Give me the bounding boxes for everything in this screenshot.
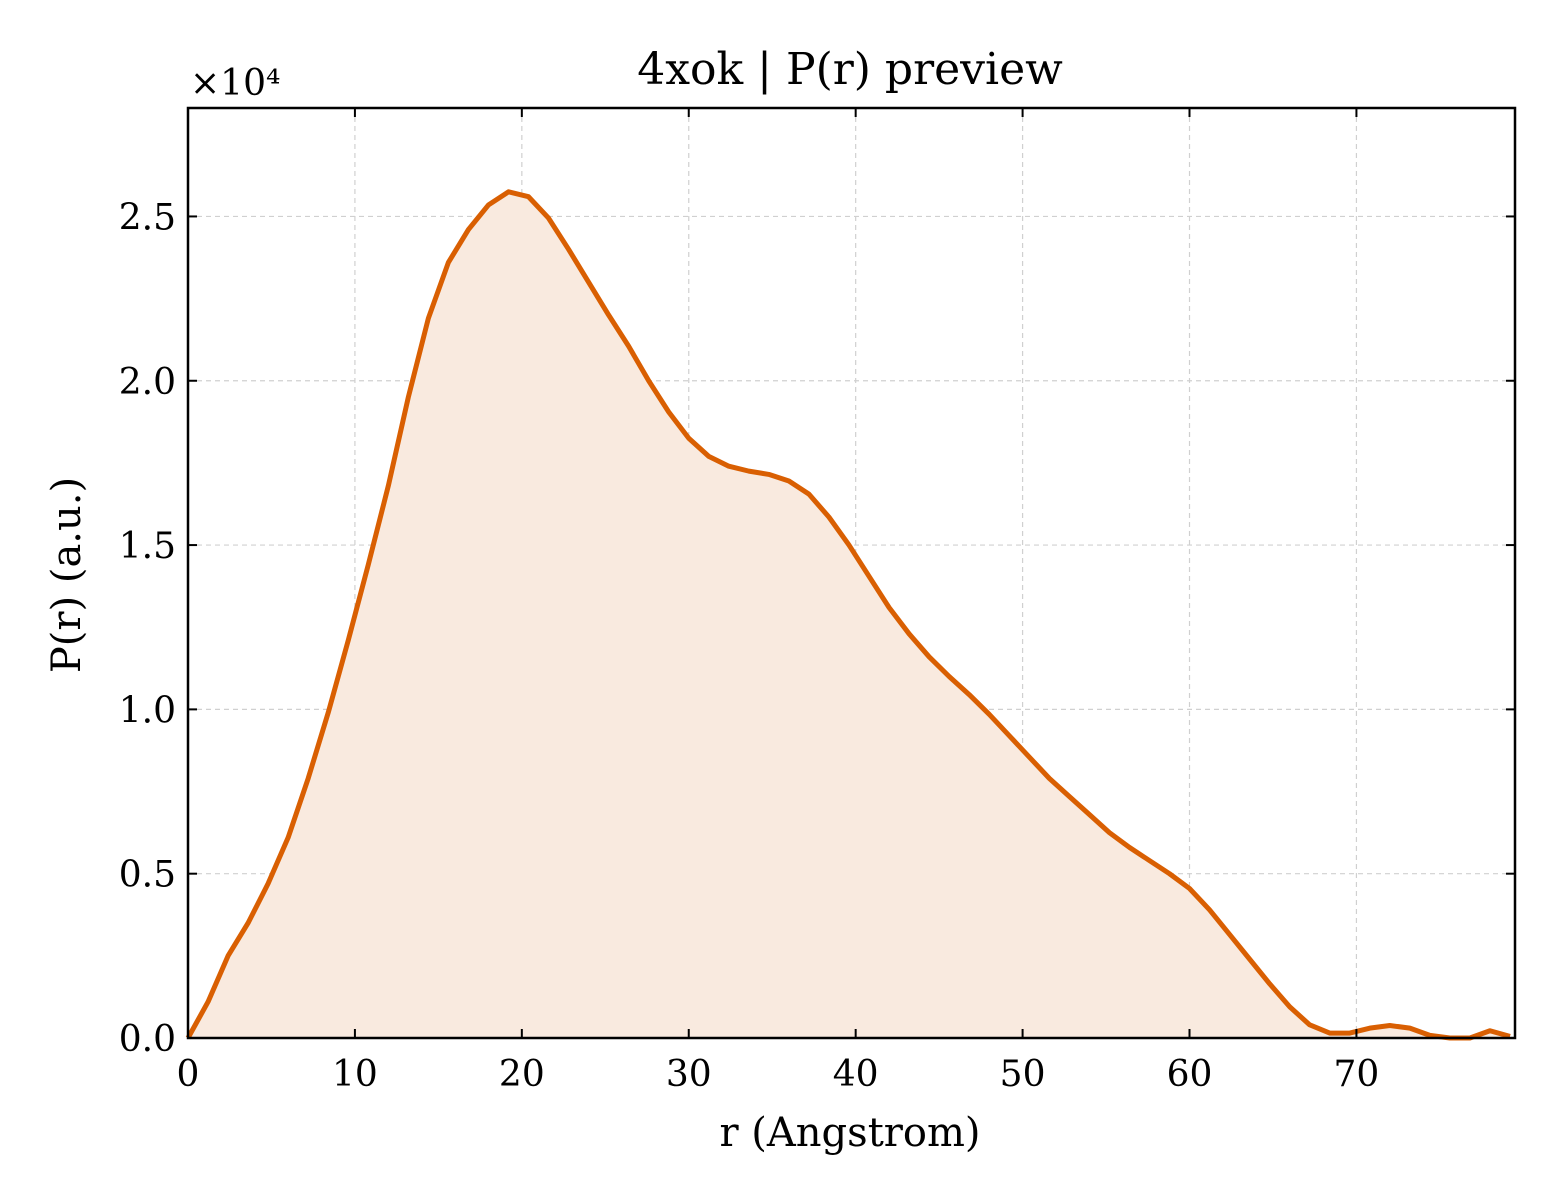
y-tick-label: 0.5 (119, 855, 176, 896)
x-tick-label: 30 (666, 1054, 712, 1095)
x-tick-label: 20 (499, 1054, 545, 1095)
y-tick-label: 1.5 (119, 526, 176, 567)
x-axis-ticks: 0 10 20 30 40 50 60 70 (177, 108, 1380, 1095)
y-axis-ticks: 0.0 0.5 1.0 1.5 2.0 2.5 (119, 197, 1515, 1060)
x-tick-label: 10 (332, 1054, 378, 1095)
x-tick-label: 50 (1000, 1054, 1046, 1095)
x-tick-label: 40 (833, 1054, 879, 1095)
x-tick-label: 60 (1167, 1054, 1213, 1095)
y-tick-label: 2.0 (119, 362, 176, 403)
y-tick-label: 2.5 (119, 197, 176, 238)
x-tick-label: 70 (1334, 1054, 1380, 1095)
x-tick-label: 0 (177, 1054, 200, 1095)
x-axis-title: r (Angstrom) (719, 1110, 980, 1156)
pr-area-fill (188, 191, 1510, 1039)
y-axis-title: P(r) (a.u.) (44, 477, 90, 673)
y-offset-label: ×10⁴ (190, 63, 280, 104)
pr-line (185, 189, 1511, 1041)
y-tick-label: 0.0 (119, 1019, 176, 1060)
chart-title: 4xok | P(r) preview (637, 44, 1063, 95)
y-tick-label: 1.0 (119, 690, 176, 731)
plot-frame (186, 106, 1517, 1040)
